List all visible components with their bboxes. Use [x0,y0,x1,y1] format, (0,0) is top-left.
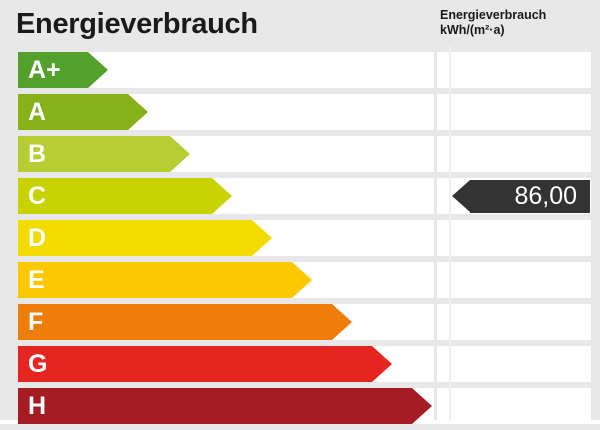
grid-row-separator [0,46,600,52]
bar-arrow-tip [332,304,352,340]
grid-vertical-divider [434,46,437,420]
energy-class-label: D [28,223,47,252]
grid-row-separator [0,172,600,178]
energy-class-bar-g: G [18,346,392,382]
bar-arrow-tip [412,388,432,424]
grid-row-separator [0,88,600,94]
energy-class-label: A+ [28,55,61,84]
measured-value-marker: 86,00 [452,179,590,213]
bar-arrow-tip [88,52,108,88]
bar-body [18,94,128,130]
grid-row-separator [0,424,600,430]
bar-arrow-tip [252,220,272,256]
energy-class-label: C [28,181,47,210]
grid-left-edge [0,46,18,420]
unit-header: Energieverbrauch kWh/(m²·a) [440,8,592,38]
energy-class-bar-e: E [18,262,312,298]
grid-vertical-divider-inner [449,46,451,420]
bar-arrow-tip [292,262,312,298]
energy-class-bar-b: B [18,136,190,172]
energy-class-label: G [28,349,48,378]
bar-body [18,220,252,256]
grid-row-separator [0,298,600,304]
bar-body [18,346,372,382]
unit-header-line1: Energieverbrauch [440,8,547,22]
energy-class-label: H [28,391,47,420]
bar-body [18,136,170,172]
energy-class-label: E [28,265,45,294]
energy-class-label: B [28,139,47,168]
marker-body [470,179,590,213]
grid-row-separator [0,340,600,346]
energy-class-bar-a: A [18,94,148,130]
grid-right-edge [591,46,600,420]
bar-arrow-tip [372,346,392,382]
energy-class-bar-f: F [18,304,352,340]
bar-body [18,52,88,88]
bar-body [18,178,212,214]
grid-row-separator [0,382,600,388]
bar-body [18,388,412,424]
energy-efficiency-chart: Energieverbrauch Energieverbrauch kWh/(m… [0,8,600,424]
measured-value-text: 86,00 [514,181,577,210]
bar-body [18,262,292,298]
energy-class-label: F [28,307,44,336]
energy-class-bar-c: C [18,178,232,214]
grid-row-separator [0,256,600,262]
energy-class-bar-d: D [18,220,272,256]
marker-arrow-tip [452,179,470,212]
grid-row-separator [0,214,600,220]
energy-class-bar-h: H [18,388,432,424]
bar-arrow-tip [170,136,190,172]
unit-header-line2: kWh/(m²·a) [440,23,505,37]
energy-class-bar-aplus: A+ [18,52,108,88]
grid-row-separator [0,130,600,136]
bar-arrow-tip [128,94,148,130]
bar-body [18,304,332,340]
bar-arrow-tip [212,178,232,214]
energy-class-label: A [28,97,47,126]
page-title: Energieverbrauch [16,8,258,40]
